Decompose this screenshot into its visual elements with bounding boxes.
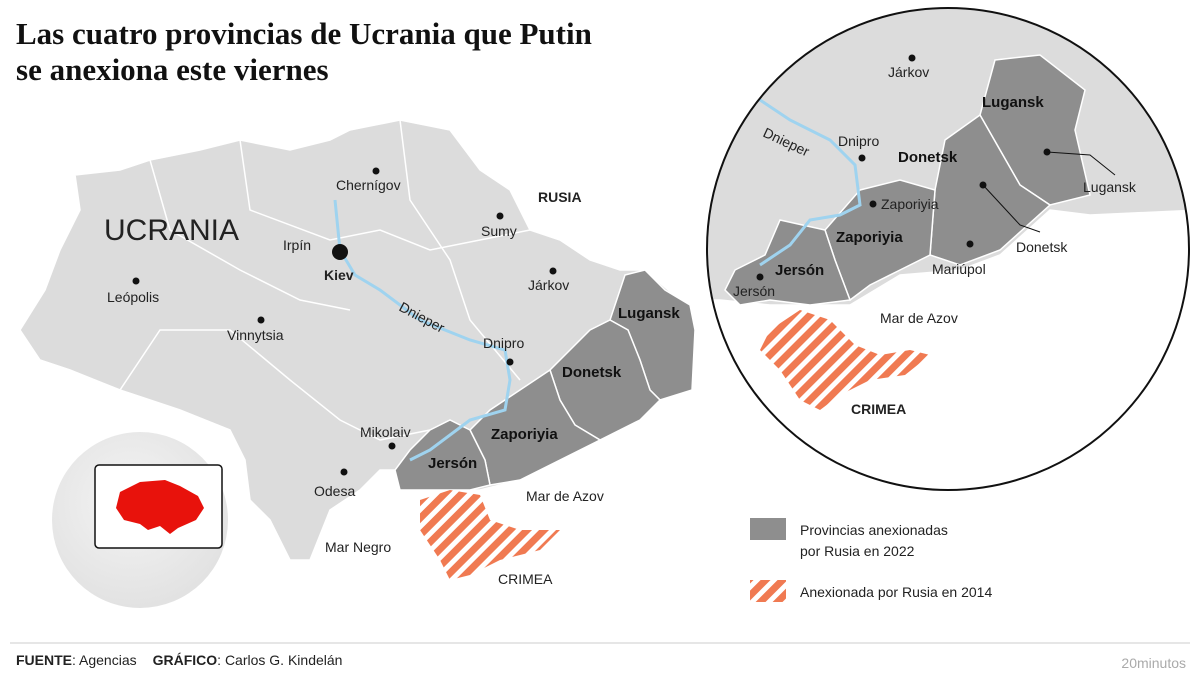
city-label: Lugansk [1083, 179, 1137, 195]
city-label: Kiev [324, 267, 354, 283]
sea-label: Mar Negro [325, 539, 391, 555]
sea-label: Mar de Azov [526, 488, 604, 504]
city-label: Odesa [314, 483, 355, 499]
city-label: Donetsk [1016, 239, 1068, 255]
legend-label: Anexionada por Rusia en 2014 [800, 584, 992, 600]
province [469, 368, 602, 486]
inset-labels: Járkov Dnipro Zaporiyia Lugansk Donetsk … [733, 54, 1137, 417]
country-label: RUSIA [538, 189, 582, 205]
crimea-label: CRIMEA [498, 571, 553, 587]
city-label: Chernígov [336, 177, 401, 193]
crimea [760, 310, 930, 410]
city-dot [132, 277, 140, 285]
city-label: Mariúpol [932, 261, 986, 277]
city-label: Mikolaiv [360, 424, 411, 440]
city-label: Zaporiyia [881, 196, 939, 212]
logo: 20minutos [1121, 655, 1186, 671]
locator [52, 432, 228, 608]
province-label: Jersón [428, 455, 477, 472]
inset-map [707, 8, 1189, 490]
city-label: Sumy [481, 223, 517, 239]
city-dot [372, 167, 380, 175]
province-label: Zaporiyia [836, 229, 903, 246]
source-label: FUENTE [16, 652, 72, 668]
credit: : Carlos G. Kindelán [217, 652, 342, 668]
legend: Provincias anexionadas por Rusia en 2022… [750, 518, 992, 602]
city-dot [340, 468, 348, 476]
title: Las cuatro provincias de Ucrania que Put… [16, 16, 592, 51]
province-label: Lugansk [618, 305, 680, 322]
province [394, 419, 491, 491]
city-label: Vinnytsia [227, 327, 284, 343]
city-label: Járkov [528, 277, 569, 293]
main-labels: UCRANIA RUSIA Chernígov Irpín Kiev Sumy … [104, 167, 680, 587]
city-label: Dnipro [483, 335, 524, 351]
ukraine-locator [116, 480, 204, 534]
province [929, 113, 1052, 266]
city-dot [496, 212, 504, 220]
province-label: Jersón [775, 262, 824, 279]
main-map [19, 119, 696, 580]
city-dot [332, 244, 348, 260]
legend-swatch [750, 518, 786, 540]
province-label: Lugansk [982, 94, 1044, 111]
title: se anexiona este viernes [16, 52, 329, 87]
province-label: Zaporiyia [491, 426, 558, 443]
city-label: Dnipro [838, 133, 879, 149]
inset-frame [706, 7, 1190, 491]
source: : Agencias [72, 652, 137, 668]
city-label: Járkov [888, 64, 929, 80]
legend-label: por Rusia en 2022 [800, 543, 915, 559]
river [333, 199, 512, 462]
sea-label: Mar de Azov [880, 310, 958, 326]
legend-swatch [750, 580, 786, 602]
city-dot [506, 358, 514, 366]
province-label: Donetsk [562, 364, 622, 381]
crimea [420, 490, 560, 580]
city-label: Leópolis [107, 289, 159, 305]
city-label: Jersón [733, 283, 775, 299]
city-dot [388, 442, 396, 450]
legend-label: Provincias anexionadas [800, 522, 948, 538]
footer-credits: FUENTE: Agencias GRÁFICO: Carlos G. Kinde… [16, 652, 342, 668]
country-label: UCRANIA [104, 214, 239, 247]
province-label: Donetsk [898, 149, 958, 166]
city-label: Irpín [283, 237, 311, 253]
province [724, 219, 852, 306]
crimea-label: CRIMEA [851, 401, 906, 417]
city-dot [549, 267, 557, 275]
city-dot [257, 316, 265, 324]
credit-label: GRÁFICO [153, 652, 218, 668]
